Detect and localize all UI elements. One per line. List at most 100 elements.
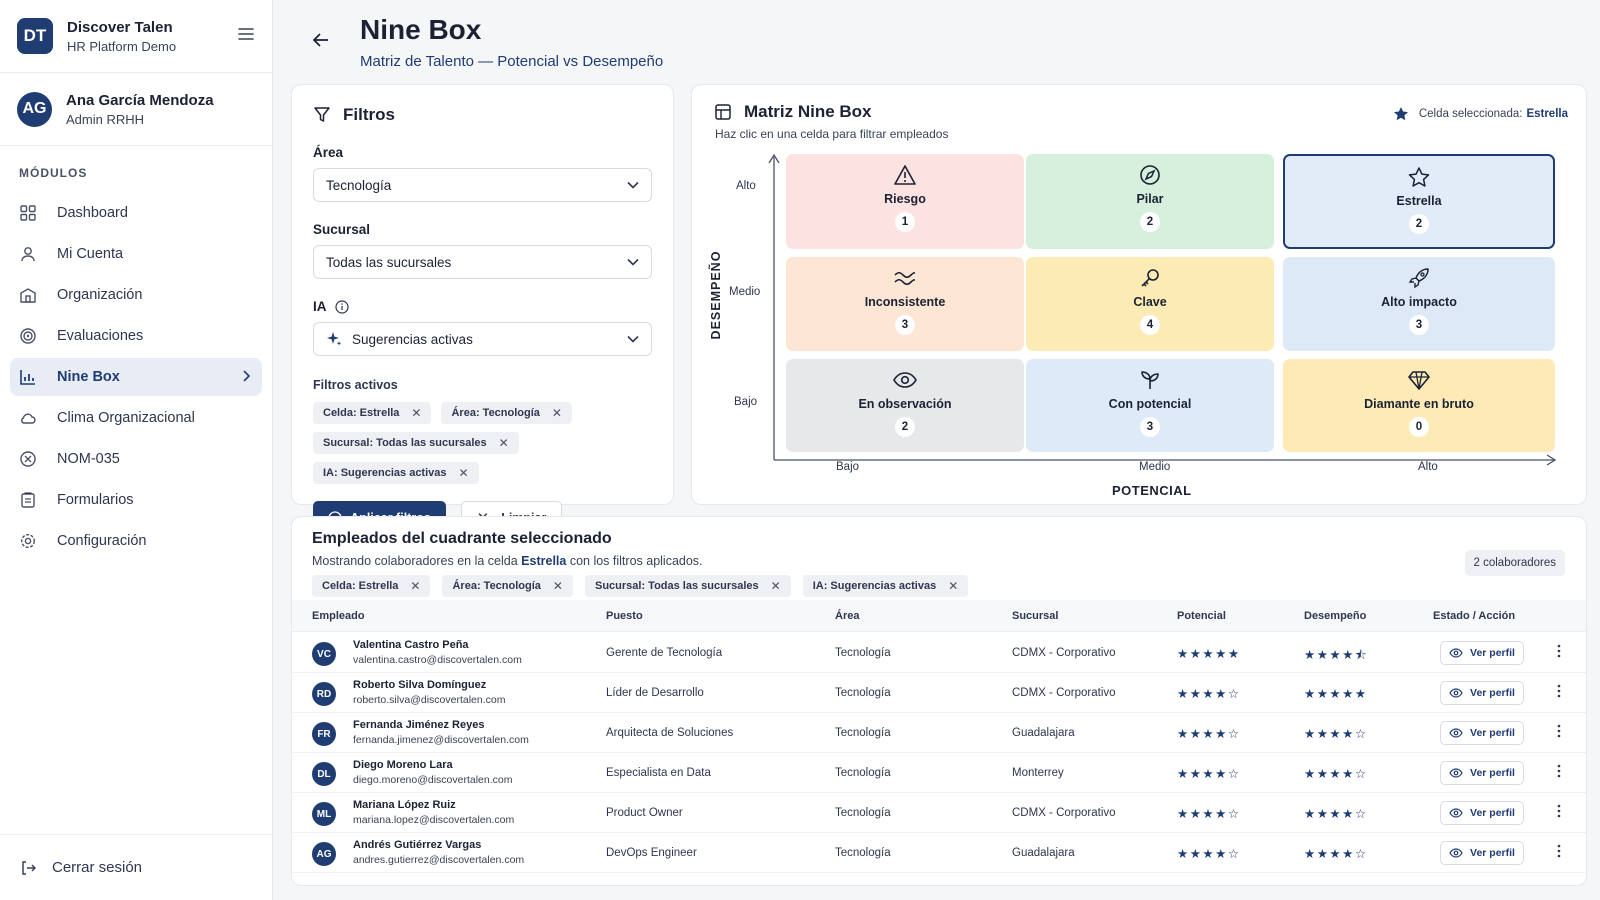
employee-filter-chips: Celda: Estrella ✕ Área: Tecnología ✕ Sucur… <box>312 575 969 597</box>
cell-name: Pilar <box>1136 192 1164 206</box>
cell-pilar[interactable]: Pilar 2 <box>1026 154 1274 249</box>
cell-alto-impacto[interactable]: Alto impacto 3 <box>1283 257 1555 351</box>
employee-puesto: DevOps Engineer <box>606 847 697 859</box>
employee-name[interactable]: Fernanda Jiménez Reyes <box>353 719 485 731</box>
user-role: Admin RRHH <box>66 111 145 127</box>
close-icon[interactable]: ✕ <box>770 579 781 593</box>
table-row: AG Andrés Gutiérrez Vargas andres.gutierre… <box>292 833 1586 873</box>
row-menu-button[interactable] <box>1557 844 1561 858</box>
close-icon[interactable]: ✕ <box>411 406 422 420</box>
employee-name[interactable]: Diego Moreno Lara <box>353 759 453 771</box>
cell-inconsistente[interactable]: Inconsistente 3 <box>786 257 1024 351</box>
logout-button[interactable]: Cerrar sesión <box>0 834 272 900</box>
cell-con-potencial[interactable]: Con potencial 3 <box>1026 359 1274 452</box>
filter-chip: Celda: Estrella ✕ <box>313 402 432 424</box>
row-menu-button[interactable] <box>1557 644 1561 658</box>
column-header[interactable]: Área <box>835 610 860 622</box>
column-header[interactable]: Desempeño <box>1304 610 1367 622</box>
view-profile-label: Ver perfil <box>1470 767 1515 779</box>
desempeno-rating: ★★★★☆ <box>1304 807 1368 821</box>
close-icon[interactable]: ✕ <box>551 406 562 420</box>
close-icon[interactable]: ✕ <box>948 579 959 593</box>
view-profile-button[interactable]: Ver perfil <box>1440 841 1524 865</box>
view-profile-label: Ver perfil <box>1470 647 1515 659</box>
employee-email: fernanda.jimenez@discovertalen.com <box>353 734 529 746</box>
cell-clave[interactable]: Clave 4 <box>1026 257 1274 351</box>
sidebar-item-mi-cuenta[interactable]: Mi Cuenta <box>10 235 262 273</box>
employee-name[interactable]: Mariana López Ruiz <box>353 799 456 811</box>
warning-icon <box>894 165 916 185</box>
sidebar-item-clima[interactable]: Clima Organizacional <box>10 399 262 437</box>
close-icon[interactable]: ✕ <box>410 579 421 593</box>
back-arrow-icon[interactable] <box>313 33 329 47</box>
cell-name: Alto impacto <box>1381 295 1457 309</box>
page-subtitle: Matriz de Talento — Potencial vs Desempe… <box>360 53 664 70</box>
sidebar-item-formularios[interactable]: Formularios <box>10 481 262 519</box>
area-value: Tecnología <box>326 177 392 193</box>
sucursal-value: Todas las sucursales <box>326 254 452 270</box>
eye-icon <box>1449 768 1463 778</box>
cell-riesgo[interactable]: Riesgo 1 <box>786 154 1024 249</box>
chip-label: Celda: Estrella <box>323 407 400 419</box>
chevron-right-icon <box>243 370 250 382</box>
user-card[interactable]: AG Ana García Mendoza Admin RRHH <box>0 73 272 146</box>
employees-subtitle: Mostrando colaboradores en la celda Estr… <box>312 554 703 568</box>
desempeno-rating: ★★★★☆ <box>1304 847 1368 861</box>
column-header[interactable]: Sucursal <box>1012 610 1059 622</box>
view-profile-button[interactable]: Ver perfil <box>1440 641 1524 665</box>
employee-area: Tecnología <box>835 807 891 819</box>
sidebar-item-evaluaciones[interactable]: Evaluaciones <box>10 317 262 355</box>
sidebar-item-nom-035[interactable]: NOM-035 <box>10 440 262 478</box>
clipboard-icon <box>21 492 35 508</box>
badge-icon <box>20 451 36 467</box>
y-label-alto: Alto <box>736 180 756 192</box>
employee-name[interactable]: Valentina Castro Peña <box>353 639 469 651</box>
cell-count: 2 <box>1409 214 1429 234</box>
eye-icon <box>1449 648 1463 658</box>
active-filters-title: Filtros activos <box>313 378 398 392</box>
filter-chip: Sucursal: Todas las sucursales ✕ <box>584 575 791 597</box>
sucursal-select[interactable]: Todas las sucursales <box>313 245 652 279</box>
column-header[interactable]: Puesto <box>606 610 643 622</box>
cell-count: 3 <box>895 315 915 335</box>
sidebar-item-nine-box[interactable]: Nine Box <box>10 358 262 396</box>
y-label-bajo: Bajo <box>734 396 758 408</box>
column-header[interactable]: Empleado <box>312 610 365 622</box>
employee-name[interactable]: Roberto Silva Domínguez <box>353 679 487 691</box>
cell-en-observacion[interactable]: En observación 2 <box>786 359 1024 452</box>
view-profile-button[interactable]: Ver perfil <box>1440 681 1524 705</box>
sidebar-item-organizacion[interactable]: Organización <box>10 276 262 314</box>
close-icon[interactable]: ✕ <box>498 436 509 450</box>
row-menu-button[interactable] <box>1557 804 1561 818</box>
employee-name[interactable]: Andrés Gutiérrez Vargas <box>353 839 482 851</box>
menu-icon[interactable] <box>238 27 254 41</box>
employee-avatar: AG <box>312 842 336 866</box>
view-profile-button[interactable]: Ver perfil <box>1440 721 1524 745</box>
eye-icon <box>1449 728 1463 738</box>
table-row: DL Diego Moreno Lara diego.moreno@discover… <box>292 753 1586 793</box>
info-icon[interactable] <box>334 299 349 314</box>
sidebar-item-configuracion[interactable]: Configuración <box>10 522 262 560</box>
cell-diamante-en-bruto[interactable]: Diamante en bruto 0 <box>1283 359 1555 452</box>
area-select[interactable]: Tecnología <box>313 168 652 202</box>
nine-box-matrix: Matriz Nine Box Haz clic en una celda pa… <box>691 84 1587 505</box>
view-profile-button[interactable]: Ver perfil <box>1440 761 1524 785</box>
cell-estrella[interactable]: Estrella 2 <box>1283 154 1555 249</box>
employee-sucursal: CDMX - Corporativo <box>1012 807 1116 819</box>
sidebar-item-dashboard[interactable]: Dashboard <box>10 194 262 232</box>
close-icon[interactable]: ✕ <box>458 466 469 480</box>
ia-label: IA <box>313 299 327 314</box>
sidebar-item-label: Organización <box>57 287 143 303</box>
column-header[interactable]: Potencial <box>1177 610 1226 622</box>
row-menu-button[interactable] <box>1557 724 1561 738</box>
desempeno-rating: ★★★★☆ <box>1304 767 1368 781</box>
star-icon <box>1393 107 1408 121</box>
close-icon[interactable]: ✕ <box>552 579 563 593</box>
row-menu-button[interactable] <box>1557 764 1561 778</box>
cell-name: Diamante en bruto <box>1364 397 1474 411</box>
column-header[interactable]: Estado / Acción <box>1433 610 1516 622</box>
ia-select[interactable]: Sugerencias activas <box>313 322 652 356</box>
chip-label: Sucursal: Todas las sucursales <box>594 580 759 592</box>
view-profile-button[interactable]: Ver perfil <box>1440 801 1524 825</box>
row-menu-button[interactable] <box>1557 684 1561 698</box>
